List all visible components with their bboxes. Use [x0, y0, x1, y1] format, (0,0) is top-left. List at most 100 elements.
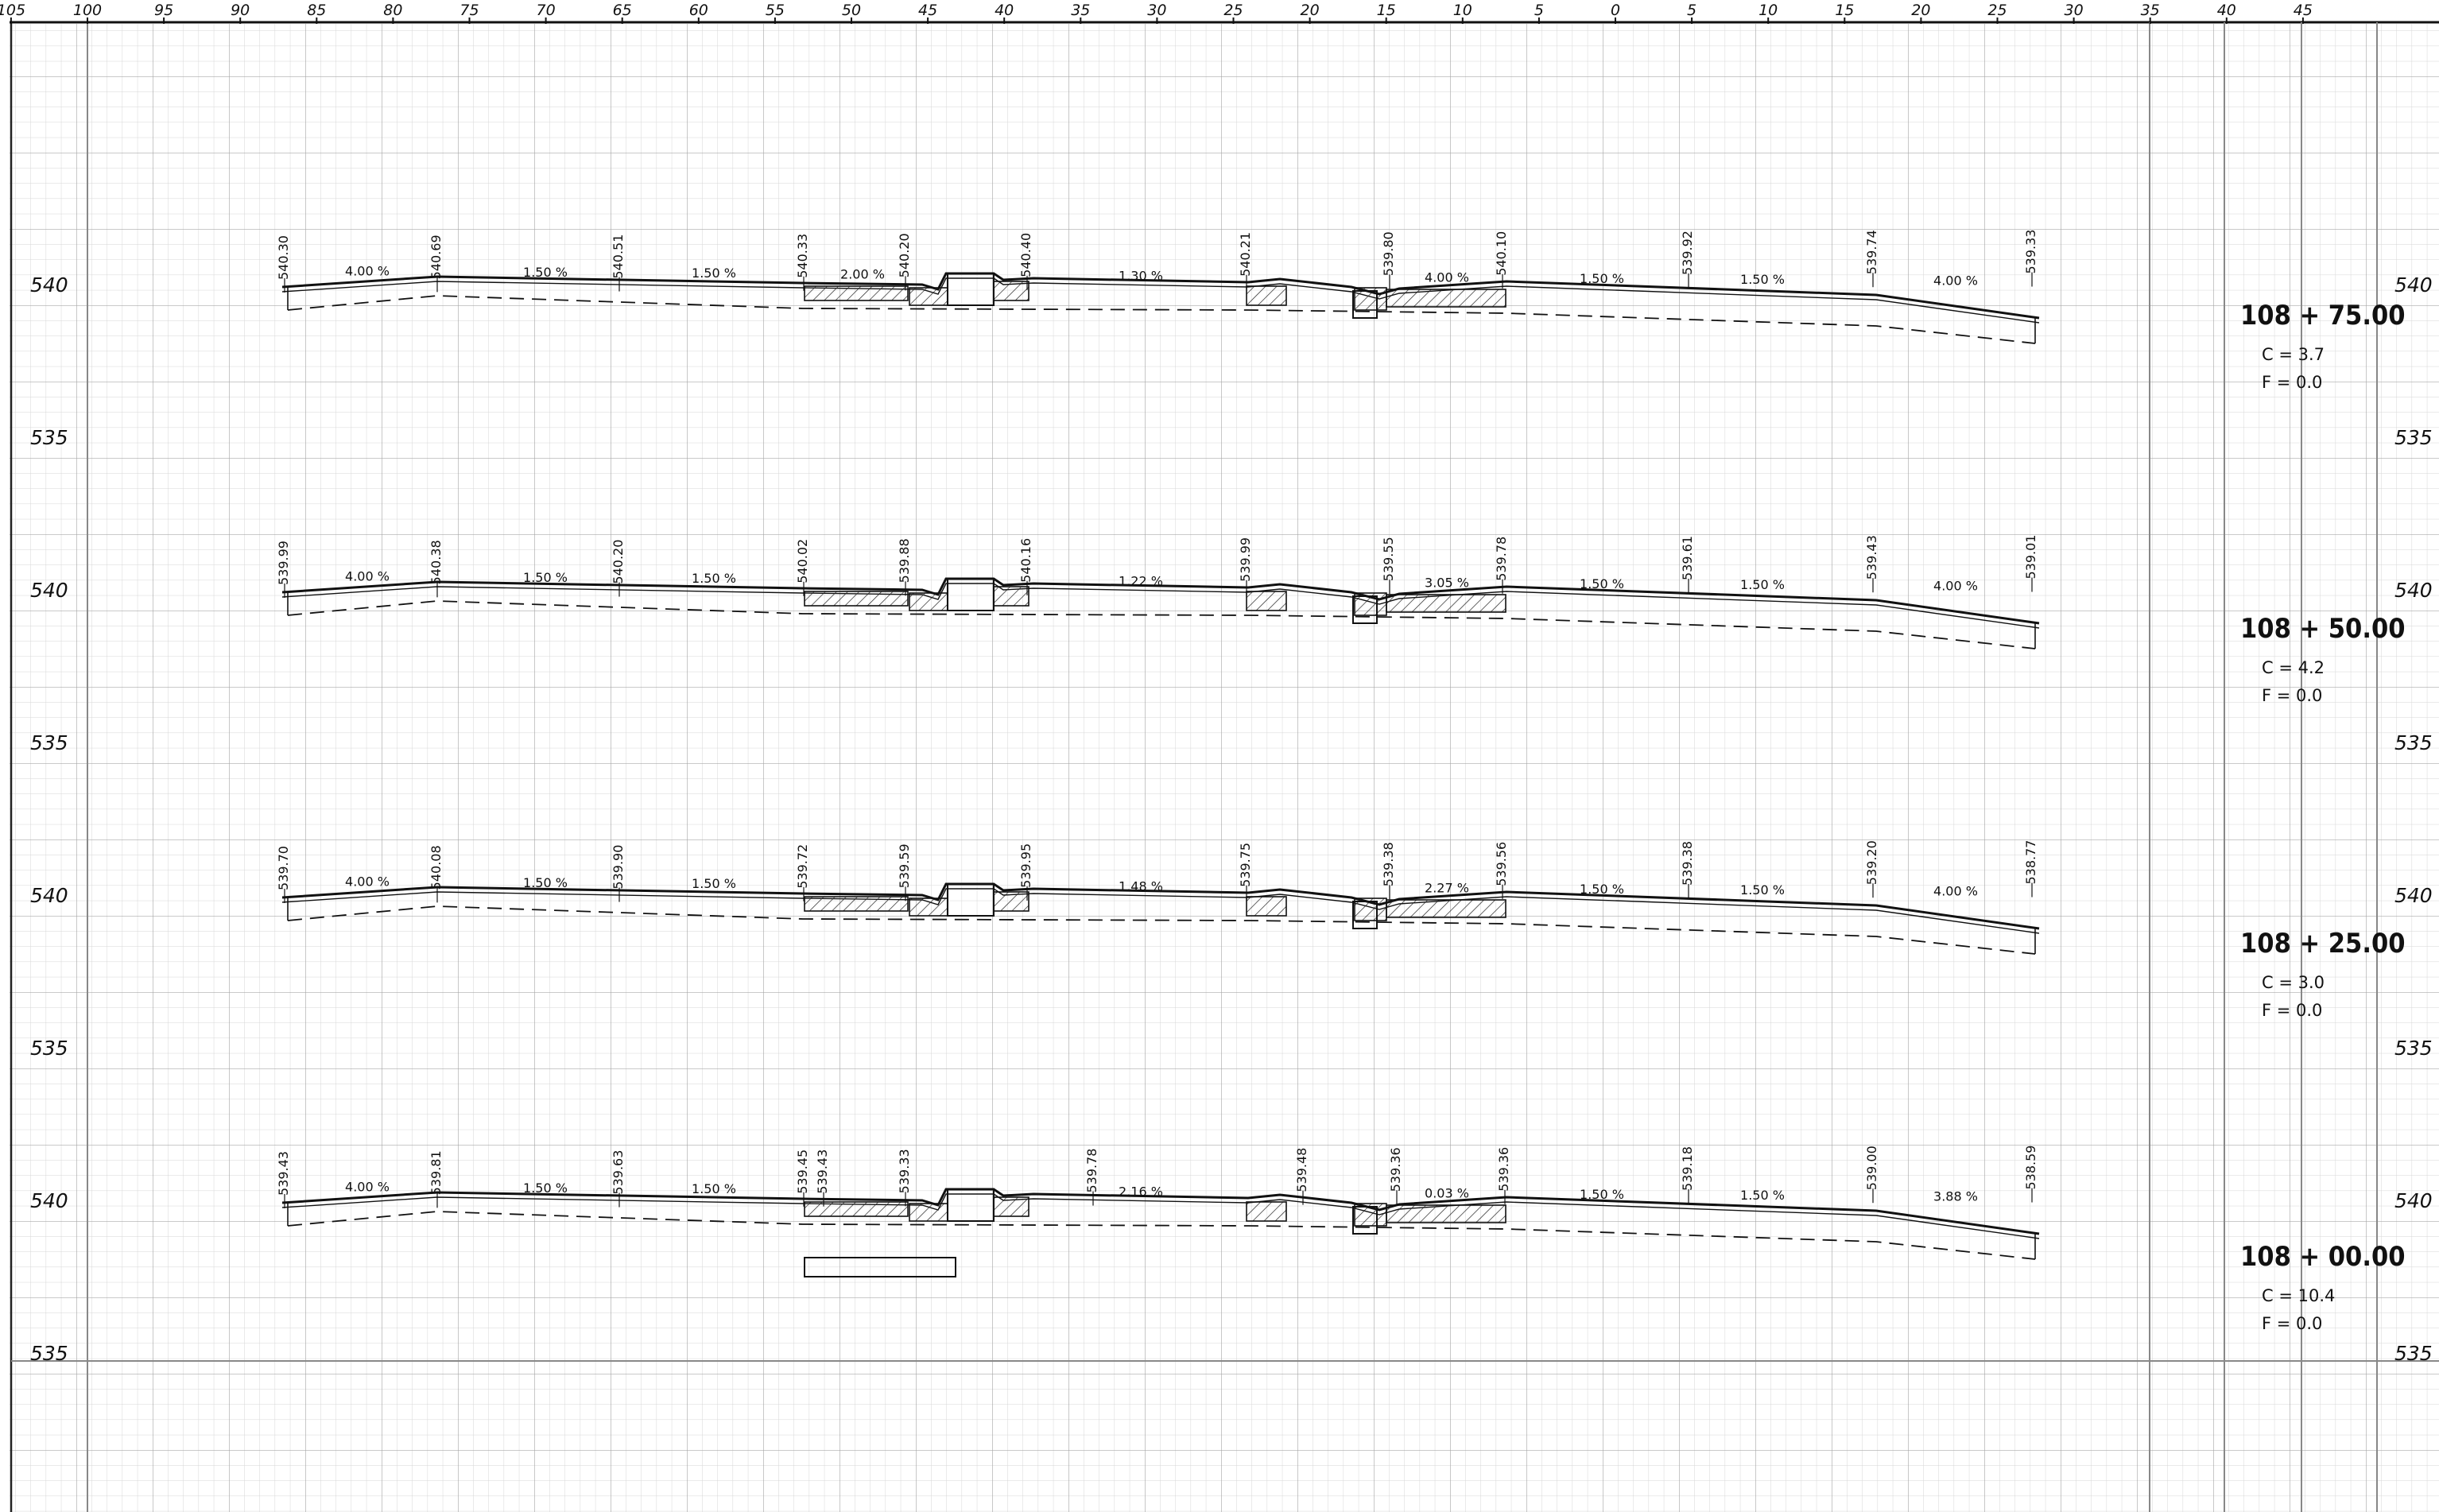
slope-label: 1.50 % — [1580, 882, 1624, 897]
grid — [10, 21, 2439, 1512]
median-barrier — [947, 578, 995, 611]
offset-elevation-label: 539.99 — [1238, 537, 1253, 582]
slope-label: 2.00 % — [840, 266, 885, 281]
elevation-label: 540 — [2394, 579, 2433, 602]
elevation-label: 540 — [30, 273, 68, 297]
offset-elevation-label: 539.43 — [815, 1150, 830, 1194]
offset-elevation-label: 539.45 — [795, 1150, 810, 1194]
median-barrier — [947, 273, 995, 306]
offset-elevation-label: 539.38 — [1680, 841, 1695, 886]
offset-elevation-label: 539.90 — [611, 845, 626, 890]
offset-elevation-label: 539.36 — [1388, 1147, 1403, 1192]
slope-label: 4.00 % — [345, 1180, 390, 1195]
elevation-label: 540 — [30, 579, 68, 602]
finished-grade-line — [281, 1188, 2040, 1235]
elevation-label: 540 — [2394, 1189, 2433, 1212]
cross-section: 540 535 540 535 539.99 540.38 540.20 540.02 539.… — [30, 535, 2433, 754]
offset-elevation-label: 539.78 — [1084, 1149, 1099, 1193]
axis-tick-label: 35 — [1071, 2, 1090, 19]
slope-label: 4.00 % — [1933, 273, 1978, 289]
offset-elevation-label: 540.40 — [1018, 233, 1033, 277]
axis-tick-label: 25 — [1987, 2, 2007, 19]
slope-label: 1.50 % — [1740, 882, 1785, 898]
sections: 540 535 540 535 540.30 540.69 540.51 540.33 540.… — [30, 230, 2433, 1365]
axis-tick-label: 105 — [0, 2, 25, 19]
slope-label: 4.00 % — [1933, 579, 1978, 594]
slope-label: 1.50 % — [1740, 272, 1785, 287]
axis-tick-label: 60 — [689, 2, 708, 19]
offset-elevation-label: 539.88 — [897, 538, 912, 583]
structure-hatch-block — [804, 1201, 909, 1217]
median-barrier — [947, 1188, 995, 1222]
structure-hatch-block — [909, 1203, 948, 1222]
structure-hatch-block — [909, 287, 948, 306]
offset-elevation-label: 539.43 — [1864, 535, 1879, 580]
offset-elevation-label: 540.02 — [795, 539, 810, 583]
slope-label: 1.50 % — [692, 266, 736, 281]
slope-label: 3.88 % — [1933, 1189, 1978, 1204]
elevation-label: 535 — [30, 426, 68, 449]
slope-label: 1.50 % — [1580, 271, 1624, 286]
slope-label: 1.50 % — [1740, 577, 1785, 592]
station-label: 108 + 50.00 — [2240, 613, 2406, 645]
fill-quantity: F = 0.0 — [2262, 1001, 2322, 1020]
offset-elevation-label: 539.38 — [1381, 842, 1396, 886]
offset-elevation-label: 539.63 — [611, 1150, 626, 1195]
finished-grade-line — [281, 577, 2040, 625]
slope-label: 1.50 % — [1580, 1187, 1624, 1202]
slope-label: 4.00 % — [1933, 884, 1978, 899]
offset-elevation-label: 539.61 — [1680, 536, 1695, 580]
slope-label: 1.50 % — [523, 875, 568, 890]
slope-label: 1.50 % — [1580, 576, 1624, 591]
structure-hatch-block — [1386, 289, 1506, 308]
axis-tick-label: 25 — [1223, 2, 1243, 19]
structure-hatch-block — [804, 896, 909, 912]
axis-tick-label: 50 — [842, 2, 861, 19]
existing-ground-line — [287, 295, 2036, 344]
axis-tick-label: 95 — [154, 2, 173, 19]
offset-elevation-label: 540.08 — [428, 845, 444, 890]
elevation-label: 535 — [30, 1342, 68, 1365]
axis-tick-label: 20 — [1301, 2, 1320, 19]
inlet-structure — [1352, 1206, 1378, 1235]
offset-elevation-label: 539.55 — [1381, 537, 1396, 581]
offset-elevation-label: 540.33 — [795, 234, 810, 278]
elevation-label: 540 — [2394, 273, 2433, 297]
slope-label: 1.48 % — [1119, 878, 1163, 894]
cross-section: 540 535 540 535 539.43 539.81 539.63 539.45 539.… — [30, 1146, 2433, 1365]
axis-tick-label: 100 — [73, 2, 102, 19]
existing-ground-line — [287, 600, 2036, 649]
slope-label: 2.16 % — [1119, 1184, 1163, 1199]
slope-label: 2.27 % — [1425, 881, 1469, 896]
axis-tick-label: 55 — [766, 2, 785, 19]
offset-elevation-label: 539.74 — [1864, 230, 1879, 274]
offset-elevation-label: 539.75 — [1238, 843, 1253, 887]
elevation-label: 535 — [2394, 426, 2433, 449]
axis-tick-label: 40 — [2217, 2, 2236, 19]
cut-quantity: C = 3.7 — [2262, 345, 2325, 364]
structure-hatch-block — [1246, 285, 1287, 306]
existing-ground-line — [287, 905, 2036, 955]
elevation-label: 540 — [30, 884, 68, 907]
structure-hatch-block — [993, 1196, 1029, 1217]
axis-tick-label: 20 — [1911, 2, 1930, 19]
offset-elevation-label: 540.38 — [428, 540, 444, 584]
elevation-label: 535 — [2394, 1037, 2433, 1060]
elevation-label: 535 — [2394, 731, 2433, 754]
structure-hatch-block — [909, 898, 948, 917]
offset-elevation-label: 539.43 — [276, 1151, 291, 1196]
offset-elevation-label: 539.48 — [1294, 1148, 1309, 1192]
offset-elevation-label: 540.30 — [276, 235, 291, 280]
slope-label: 1.22 % — [1119, 573, 1163, 588]
structure-hatch-block — [993, 281, 1029, 301]
cut-quantity: C = 10.4 — [2262, 1286, 2335, 1305]
structure-hatch-block — [1386, 1204, 1506, 1223]
axis-tick-label: 0 — [1611, 2, 1620, 19]
cut-quantity: C = 4.2 — [2262, 658, 2325, 677]
slope-label: 3.05 % — [1425, 576, 1469, 591]
offset-elevation-label: 539.00 — [1864, 1146, 1879, 1190]
offset-elevation-label: 539.80 — [1381, 231, 1396, 276]
elevation-label: 535 — [2394, 1342, 2433, 1365]
structure-hatch-block — [1386, 594, 1506, 613]
